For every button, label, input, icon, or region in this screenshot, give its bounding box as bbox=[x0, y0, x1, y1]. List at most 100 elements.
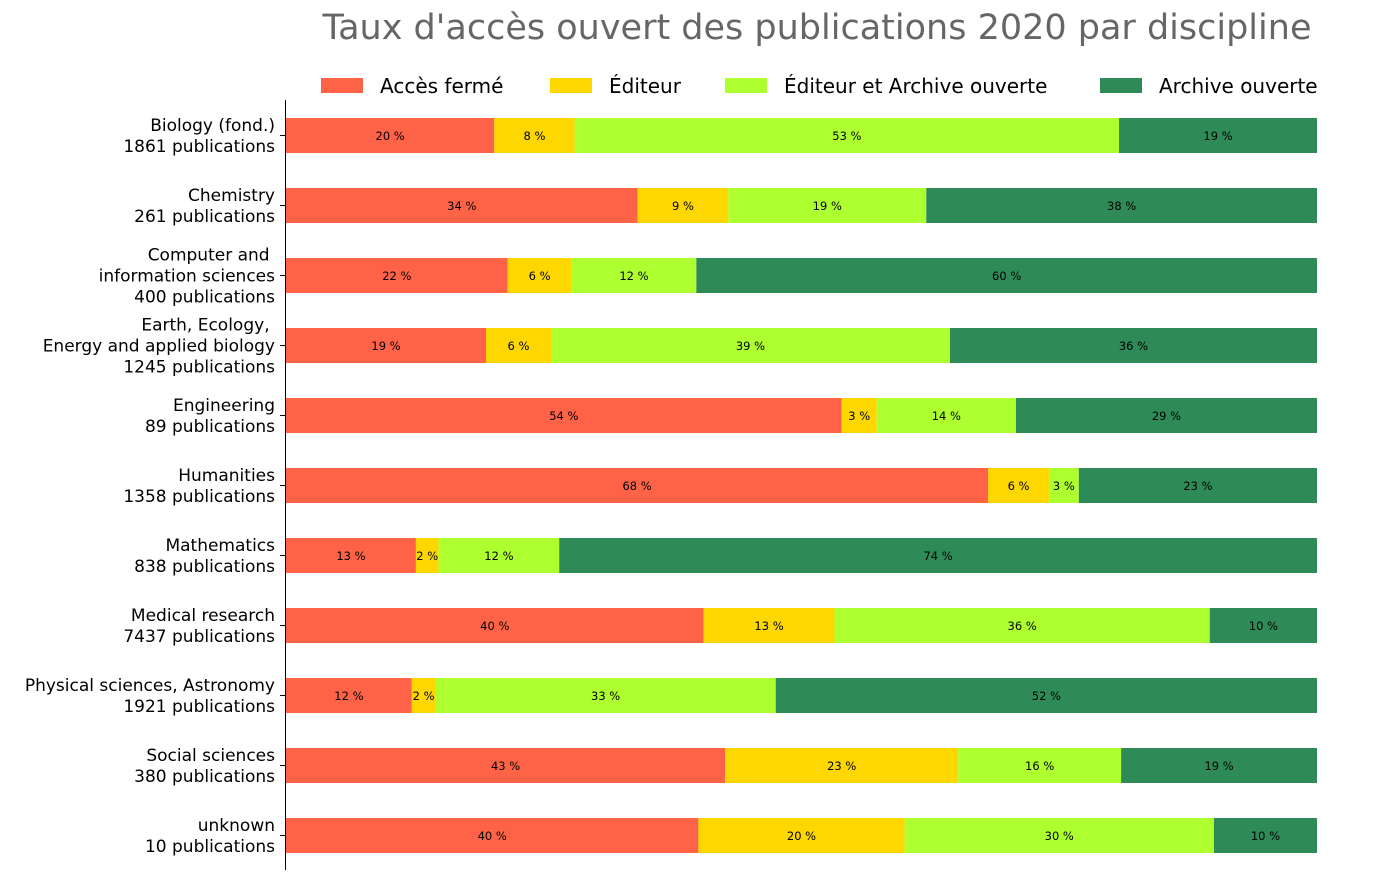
category-label: Chemistry 261 publications bbox=[134, 186, 275, 227]
data-label: 74 % bbox=[923, 549, 952, 563]
plot-area: Biology (fond.) 1861 publications 20 % 8 % 5… bbox=[25, 116, 1317, 857]
bar-editeur-et-archive-ouverte bbox=[550, 328, 950, 363]
data-label: 19 % bbox=[1204, 759, 1233, 773]
data-label: 12 % bbox=[334, 689, 363, 703]
bar-acces-ferme bbox=[286, 468, 989, 503]
data-label: 39 % bbox=[736, 339, 765, 353]
bar-archive-ouverte bbox=[1121, 748, 1317, 783]
data-label: 10 % bbox=[1251, 829, 1280, 843]
legend-label-editeur-et-archive-ouverte: Éditeur et Archive ouverte bbox=[784, 74, 1047, 98]
data-label: 36 % bbox=[1008, 619, 1037, 633]
legend-swatch-editeur-et-archive-ouverte bbox=[725, 78, 767, 93]
bar-acces-ferme bbox=[286, 608, 704, 643]
bar-editeur-et-archive-ouverte bbox=[958, 748, 1122, 783]
category-label: Engineering 89 publications bbox=[145, 396, 275, 437]
bar-editeur-et-archive-ouverte bbox=[438, 538, 560, 573]
data-label: 54 % bbox=[549, 409, 578, 423]
data-label: 16 % bbox=[1025, 759, 1054, 773]
data-label: 20 % bbox=[376, 129, 405, 143]
data-label: 30 % bbox=[1045, 829, 1074, 843]
bar-editeur-et-archive-ouverte bbox=[435, 678, 776, 713]
data-label: 8 % bbox=[524, 129, 546, 143]
bar-editeur-et-archive-ouverte bbox=[876, 398, 1016, 433]
data-label: 20 % bbox=[787, 829, 816, 843]
bar-acces-ferme bbox=[286, 188, 638, 223]
category-label: Medical research 7437 publications bbox=[123, 606, 275, 647]
bar-archive-ouverte bbox=[949, 328, 1317, 363]
data-label: 33 % bbox=[591, 689, 620, 703]
bar-editeur bbox=[637, 188, 729, 223]
data-label: 29 % bbox=[1152, 409, 1181, 423]
bar-acces-ferme bbox=[286, 538, 416, 573]
bar-archive-ouverte bbox=[1119, 118, 1317, 153]
data-label: 68 % bbox=[622, 479, 651, 493]
bar-acces-ferme bbox=[286, 818, 699, 853]
bar-archive-ouverte bbox=[775, 678, 1317, 713]
data-label: 19 % bbox=[1203, 129, 1232, 143]
data-label: 38 % bbox=[1107, 199, 1136, 213]
category-label: unknown 10 publications bbox=[145, 816, 275, 857]
category-label: Computer and information sciences 400 pub… bbox=[99, 246, 275, 308]
data-label: 19 % bbox=[371, 339, 400, 353]
bar-editeur bbox=[698, 818, 905, 853]
bar-acces-ferme bbox=[286, 328, 487, 363]
bar-archive-ouverte bbox=[559, 538, 1317, 573]
data-label: 6 % bbox=[529, 269, 551, 283]
data-label: 2 % bbox=[416, 549, 438, 563]
bar-editeur bbox=[486, 328, 551, 363]
category-label: Biology (fond.) 1861 publications bbox=[123, 116, 275, 157]
bar-editeur-et-archive-ouverte bbox=[574, 118, 1120, 153]
data-label: 12 % bbox=[484, 549, 513, 563]
bar-acces-ferme bbox=[286, 678, 412, 713]
category-label: Humanities 1358 publications bbox=[123, 466, 275, 507]
data-label: 2 % bbox=[413, 689, 435, 703]
data-label: 60 % bbox=[992, 269, 1021, 283]
data-label: 13 % bbox=[336, 549, 365, 563]
bar-archive-ouverte bbox=[926, 188, 1317, 223]
legend-label-acces-ferme: Accès fermé bbox=[380, 74, 503, 98]
bar-archive-ouverte bbox=[1015, 398, 1317, 433]
data-label: 13 % bbox=[754, 619, 783, 633]
data-label: 40 % bbox=[478, 829, 507, 843]
data-label: 3 % bbox=[848, 409, 870, 423]
bar-editeur bbox=[725, 748, 959, 783]
data-label: 36 % bbox=[1119, 339, 1148, 353]
data-label: 12 % bbox=[619, 269, 648, 283]
bar-acces-ferme bbox=[286, 118, 495, 153]
data-label: 52 % bbox=[1032, 689, 1061, 703]
bar-archive-ouverte bbox=[1209, 608, 1317, 643]
data-label: 14 % bbox=[932, 409, 961, 423]
category-label: Earth, Ecology, Energy and applied biolo… bbox=[43, 316, 275, 378]
data-label: 43 % bbox=[491, 759, 520, 773]
legend: Accès fermé Éditeur Éditeur et Archive ouv… bbox=[321, 74, 1318, 98]
data-label: 9 % bbox=[672, 199, 694, 213]
legend-swatch-acces-ferme bbox=[321, 78, 363, 93]
bar-acces-ferme bbox=[286, 398, 842, 433]
bar-editeur bbox=[415, 538, 439, 573]
category-label: Physical sciences, Astronomy 1921 publica… bbox=[25, 676, 275, 717]
bar-archive-ouverte bbox=[1213, 818, 1317, 853]
bar-acces-ferme bbox=[286, 748, 726, 783]
data-label: 6 % bbox=[508, 339, 530, 353]
data-label: 23 % bbox=[827, 759, 856, 773]
bar-acces-ferme bbox=[286, 258, 508, 293]
data-label: 3 % bbox=[1053, 479, 1075, 493]
bar-editeur-et-archive-ouverte bbox=[571, 258, 697, 293]
data-label: 22 % bbox=[382, 269, 411, 283]
bar-editeur-et-archive-ouverte bbox=[834, 608, 1210, 643]
category-label: Mathematics 838 publications bbox=[134, 536, 275, 577]
data-label: 6 % bbox=[1008, 479, 1030, 493]
bar-editeur bbox=[507, 258, 572, 293]
data-label: 23 % bbox=[1183, 479, 1212, 493]
bar-editeur bbox=[411, 678, 436, 713]
chart-title: Taux d'accès ouvert des publications 202… bbox=[322, 8, 1312, 48]
bar-editeur-et-archive-ouverte bbox=[1048, 468, 1079, 503]
data-label: 34 % bbox=[447, 199, 476, 213]
bar-archive-ouverte bbox=[1078, 468, 1317, 503]
bar-editeur bbox=[841, 398, 877, 433]
bar-editeur-et-archive-ouverte bbox=[904, 818, 1214, 853]
data-label: 40 % bbox=[480, 619, 509, 633]
legend-label-editeur: Éditeur bbox=[609, 74, 682, 98]
data-label: 19 % bbox=[813, 199, 842, 213]
